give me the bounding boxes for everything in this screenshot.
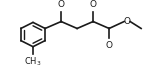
- Text: O: O: [90, 0, 97, 9]
- Text: O: O: [124, 17, 131, 26]
- Text: CH$_3$: CH$_3$: [24, 55, 42, 68]
- Text: O: O: [106, 41, 113, 50]
- Text: O: O: [58, 0, 65, 9]
